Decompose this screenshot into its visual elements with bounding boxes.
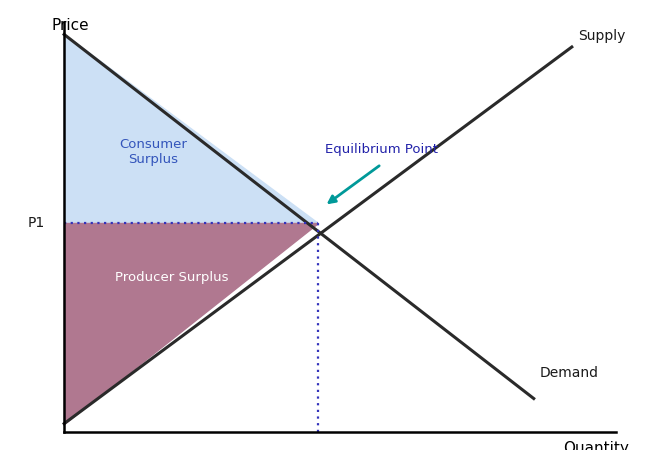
Polygon shape [64, 35, 318, 223]
Text: Supply: Supply [578, 29, 625, 43]
Text: Producer Surplus: Producer Surplus [116, 270, 228, 284]
Text: P1: P1 [28, 216, 45, 230]
Text: Quantity: Quantity [563, 441, 629, 450]
Polygon shape [64, 223, 318, 423]
Text: Price: Price [51, 18, 89, 33]
Text: Demand: Demand [540, 366, 599, 380]
Text: Equilibrium Point: Equilibrium Point [325, 143, 438, 156]
Text: Consumer
Surplus: Consumer Surplus [119, 138, 187, 166]
